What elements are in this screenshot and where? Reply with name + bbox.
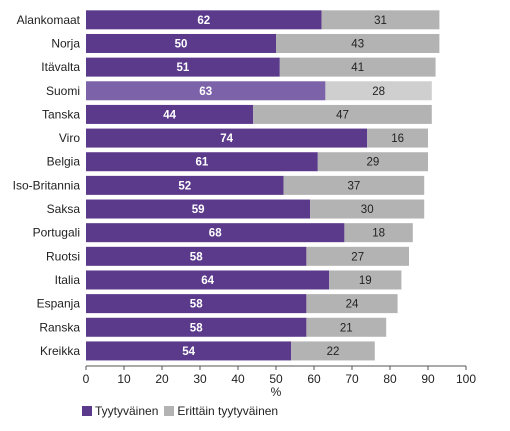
category-label: Norja bbox=[51, 36, 80, 50]
bar-segment bbox=[306, 246, 409, 266]
data-label: 63 bbox=[199, 86, 212, 98]
x-tick-label: 70 bbox=[345, 372, 359, 386]
bar-segment bbox=[306, 294, 398, 314]
legend-swatch-series-1 bbox=[82, 406, 92, 416]
bar-segment bbox=[367, 128, 428, 148]
data-label: 37 bbox=[348, 180, 361, 192]
x-tick-label: 0 bbox=[83, 372, 90, 386]
data-label: 47 bbox=[336, 109, 349, 121]
legend-item-series-2: Erittäin tyytyväinen bbox=[164, 404, 278, 418]
bar-segment bbox=[291, 341, 375, 361]
category-label: Italia bbox=[55, 273, 81, 287]
bar-segment bbox=[86, 57, 280, 77]
data-label: 18 bbox=[372, 228, 385, 240]
data-label: 62 bbox=[197, 15, 210, 27]
x-tick-label: 20 bbox=[155, 372, 169, 386]
data-label: 41 bbox=[351, 62, 364, 74]
bar-segment bbox=[86, 199, 311, 219]
category-label: Espanja bbox=[37, 297, 81, 311]
bar-segment bbox=[317, 152, 428, 172]
data-label: 31 bbox=[374, 15, 387, 27]
category-label: Ranska bbox=[39, 320, 80, 334]
bar-segment bbox=[283, 175, 425, 195]
bar-segment bbox=[86, 270, 330, 290]
category-label: Tanska bbox=[42, 107, 80, 121]
data-label: 16 bbox=[391, 133, 404, 145]
category-label: Itävalta bbox=[41, 60, 80, 74]
bar-segment bbox=[86, 152, 318, 172]
data-label: 29 bbox=[367, 157, 380, 169]
data-label: 30 bbox=[361, 204, 374, 216]
data-label: 21 bbox=[340, 322, 353, 334]
data-label: 27 bbox=[351, 251, 364, 263]
bar-segment bbox=[325, 81, 432, 101]
data-label: 59 bbox=[192, 204, 205, 216]
data-label: 19 bbox=[359, 275, 372, 287]
legend-item-series-1: Tyytyväinen bbox=[82, 404, 158, 418]
x-tick-label: 100 bbox=[456, 372, 476, 386]
bar-segment bbox=[86, 81, 326, 101]
bar-segment bbox=[86, 10, 322, 30]
x-tick-label: 40 bbox=[231, 372, 245, 386]
data-label: 52 bbox=[178, 180, 191, 192]
bar-segment bbox=[86, 175, 284, 195]
data-label: 58 bbox=[190, 251, 203, 263]
x-axis-label: % bbox=[271, 385, 282, 399]
data-label: 44 bbox=[163, 109, 176, 121]
bar-segment bbox=[86, 294, 307, 314]
x-tick-label: 90 bbox=[421, 372, 435, 386]
category-label: Kreikka bbox=[40, 344, 80, 358]
bar-segment bbox=[86, 104, 254, 124]
category-label: Alankomaat bbox=[17, 13, 81, 27]
data-label: 68 bbox=[209, 228, 222, 240]
bar-segment bbox=[276, 33, 440, 53]
category-label: Belgia bbox=[47, 155, 81, 169]
data-label: 54 bbox=[182, 346, 195, 358]
bar-segment bbox=[344, 223, 413, 243]
bar-segment bbox=[86, 317, 307, 337]
bar-segment bbox=[86, 33, 276, 53]
data-label: 58 bbox=[190, 299, 203, 311]
bar-segment bbox=[86, 341, 292, 361]
x-tick-label: 30 bbox=[193, 372, 207, 386]
bar-segment bbox=[329, 270, 402, 290]
data-label: 22 bbox=[327, 346, 340, 358]
category-label: Ruotsi bbox=[46, 249, 80, 263]
category-label: Suomi bbox=[46, 84, 80, 98]
category-label: Portugali bbox=[33, 226, 80, 240]
data-label: 24 bbox=[346, 299, 359, 311]
data-label: 58 bbox=[190, 322, 203, 334]
legend-swatch-series-2 bbox=[164, 406, 175, 416]
bar-segment bbox=[310, 199, 425, 219]
data-label: 74 bbox=[220, 133, 233, 145]
legend-label-series-1: Tyytyväinen bbox=[95, 404, 159, 418]
bar-segment bbox=[321, 10, 440, 30]
x-tick-label: 50 bbox=[269, 372, 283, 386]
legend: Tyytyväinen Erittäin tyytyväinen bbox=[82, 404, 278, 418]
category-label: Iso-Britannia bbox=[13, 178, 81, 192]
bar-segment bbox=[279, 57, 436, 77]
data-label: 51 bbox=[177, 62, 190, 74]
data-label: 43 bbox=[351, 38, 364, 50]
bar-segment bbox=[306, 317, 387, 337]
category-label: Viro bbox=[59, 131, 80, 145]
category-label: Saksa bbox=[47, 202, 81, 216]
data-label: 50 bbox=[175, 38, 188, 50]
data-label: 61 bbox=[196, 157, 209, 169]
bar-segment bbox=[86, 128, 368, 148]
bar-segment bbox=[86, 223, 345, 243]
x-tick-label: 10 bbox=[117, 372, 131, 386]
legend-label-series-2: Erittäin tyytyväinen bbox=[177, 404, 279, 418]
x-tick-label: 80 bbox=[383, 372, 397, 386]
bar-segment bbox=[86, 246, 307, 266]
data-label: 64 bbox=[201, 275, 214, 287]
data-label: 28 bbox=[372, 86, 385, 98]
bar-segment bbox=[253, 104, 432, 124]
x-tick-label: 60 bbox=[307, 372, 321, 386]
